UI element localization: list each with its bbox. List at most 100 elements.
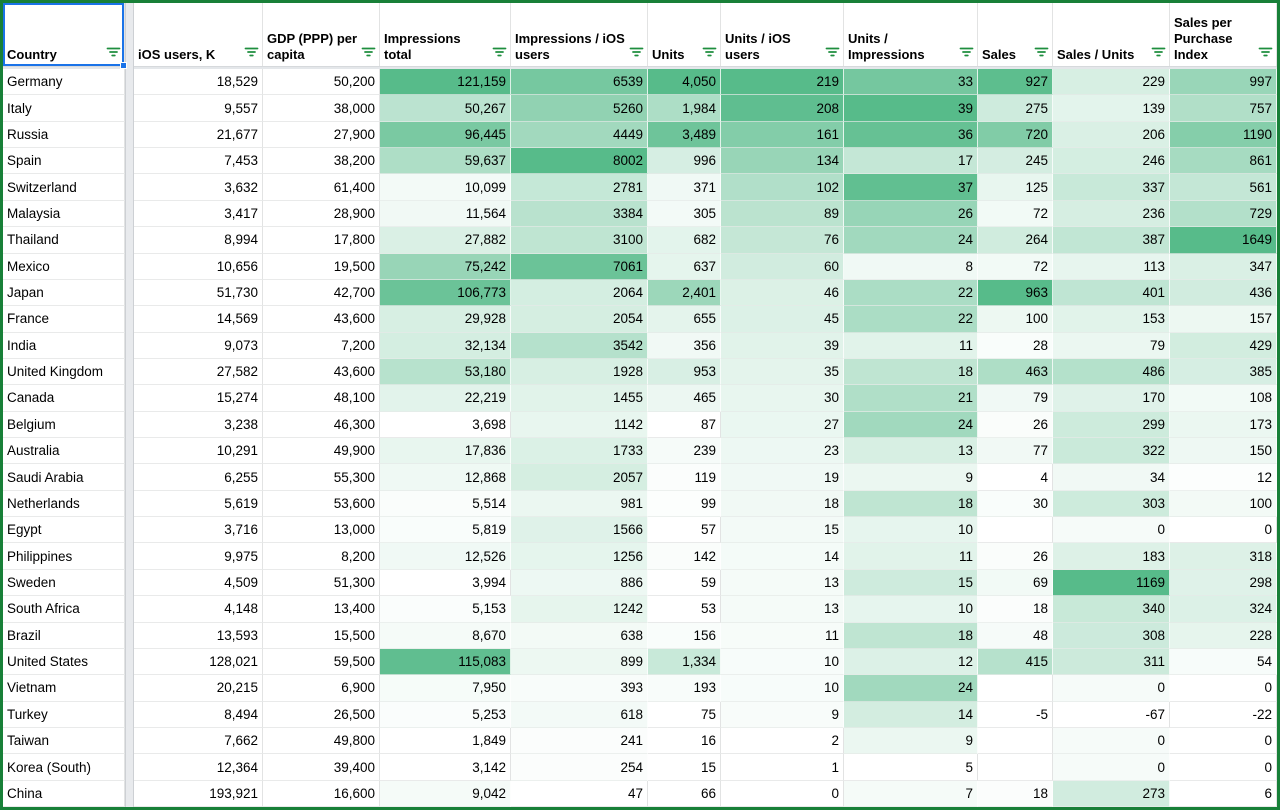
cell[interactable]: 8,494: [134, 701, 263, 728]
cell[interactable]: 10: [844, 517, 978, 544]
cell[interactable]: 57: [648, 517, 721, 544]
cell[interactable]: 3100: [511, 227, 648, 254]
cell[interactable]: 963: [978, 279, 1053, 307]
cell[interactable]: 183: [1053, 543, 1170, 570]
cell[interactable]: 0: [1170, 754, 1277, 781]
cell[interactable]: Philippines: [3, 543, 125, 570]
cell[interactable]: 72: [978, 200, 1053, 228]
cell[interactable]: 128,021: [134, 648, 263, 676]
cell[interactable]: 16,600: [263, 780, 380, 807]
cell[interactable]: 298: [1170, 569, 1277, 597]
cell[interactable]: Russia: [3, 121, 125, 149]
cell[interactable]: 927: [978, 69, 1053, 96]
column-header-sales-per-purchase-index[interactable]: Sales per Purchase Index: [1170, 3, 1277, 66]
cell[interactable]: 7061: [511, 253, 648, 280]
cell[interactable]: 720: [978, 121, 1053, 149]
cell[interactable]: 682: [648, 227, 721, 254]
cell[interactable]: 1142: [511, 411, 648, 439]
cell[interactable]: 1733: [511, 438, 648, 465]
cell[interactable]: 1256: [511, 543, 648, 570]
cell[interactable]: 193,921: [134, 780, 263, 807]
cell[interactable]: 36: [844, 121, 978, 149]
cell[interactable]: 48,100: [263, 385, 380, 412]
filter-icon[interactable]: [959, 46, 974, 62]
cell[interactable]: 42,700: [263, 279, 380, 307]
cell[interactable]: 100: [1170, 490, 1277, 518]
cell[interactable]: 5,153: [380, 596, 511, 623]
cell[interactable]: 0: [1170, 727, 1277, 755]
cell[interactable]: 61,400: [263, 174, 380, 201]
cell[interactable]: 21: [844, 385, 978, 412]
cell[interactable]: 561: [1170, 174, 1277, 201]
cell[interactable]: 72: [978, 253, 1053, 280]
cell[interactable]: 7,950: [380, 675, 511, 702]
cell[interactable]: Switzerland: [3, 174, 125, 201]
frozen-column-divider[interactable]: [125, 3, 134, 807]
cell[interactable]: 308: [1053, 622, 1170, 649]
cell[interactable]: Taiwan: [3, 727, 125, 755]
cell[interactable]: Netherlands: [3, 490, 125, 518]
cell[interactable]: 486: [1053, 358, 1170, 386]
cell[interactable]: 7,453: [134, 148, 263, 175]
cell[interactable]: 208: [721, 95, 844, 122]
cell[interactable]: 27: [721, 411, 844, 439]
cell[interactable]: 2781: [511, 174, 648, 201]
cell[interactable]: 113: [1053, 253, 1170, 280]
cell[interactable]: 9,042: [380, 780, 511, 807]
cell[interactable]: -22: [1170, 701, 1277, 728]
cell[interactable]: 156: [648, 622, 721, 649]
cell[interactable]: 8,670: [380, 622, 511, 649]
cell[interactable]: 3384: [511, 200, 648, 228]
cell[interactable]: 17,800: [263, 227, 380, 254]
cell[interactable]: 239: [648, 438, 721, 465]
cell[interactable]: 228: [1170, 622, 1277, 649]
cell[interactable]: 236: [1053, 200, 1170, 228]
cell[interactable]: [978, 675, 1053, 702]
cell[interactable]: 953: [648, 358, 721, 386]
cell[interactable]: 39: [721, 332, 844, 359]
cell[interactable]: 50,267: [380, 95, 511, 122]
cell[interactable]: [978, 754, 1053, 781]
cell[interactable]: 10,656: [134, 253, 263, 280]
cell[interactable]: Korea (South): [3, 754, 125, 781]
cell[interactable]: 3542: [511, 332, 648, 359]
cell[interactable]: 5,819: [380, 517, 511, 544]
cell[interactable]: 340: [1053, 596, 1170, 623]
cell[interactable]: 0: [1053, 675, 1170, 702]
cell[interactable]: 1190: [1170, 121, 1277, 149]
cell[interactable]: 115,083: [380, 648, 511, 676]
cell[interactable]: 24: [844, 675, 978, 702]
cell[interactable]: 3,716: [134, 517, 263, 544]
cell[interactable]: 59: [648, 569, 721, 597]
cell[interactable]: 11: [721, 622, 844, 649]
cell[interactable]: 337: [1053, 174, 1170, 201]
cell[interactable]: India: [3, 332, 125, 359]
cell[interactable]: 275: [978, 95, 1053, 122]
cell[interactable]: 3,142: [380, 754, 511, 781]
cell[interactable]: 30: [978, 490, 1053, 518]
cell[interactable]: 13,400: [263, 596, 380, 623]
cell[interactable]: 18: [978, 596, 1053, 623]
cell[interactable]: 1928: [511, 358, 648, 386]
cell[interactable]: 12,868: [380, 464, 511, 491]
cell[interactable]: Thailand: [3, 227, 125, 254]
cell[interactable]: 3,994: [380, 569, 511, 597]
filter-icon[interactable]: [106, 46, 121, 62]
cell[interactable]: [978, 517, 1053, 544]
cell[interactable]: 27,582: [134, 358, 263, 386]
filter-icon[interactable]: [361, 46, 376, 62]
cell[interactable]: 14: [721, 543, 844, 570]
filter-icon[interactable]: [629, 46, 644, 62]
cell[interactable]: United Kingdom: [3, 358, 125, 386]
cell[interactable]: -67: [1053, 701, 1170, 728]
cell[interactable]: 1,984: [648, 95, 721, 122]
cell[interactable]: 0: [1170, 675, 1277, 702]
column-header-ios-users-k[interactable]: iOS users, K: [134, 3, 263, 66]
cell[interactable]: 50,200: [263, 69, 380, 96]
cell[interactable]: 35: [721, 358, 844, 386]
cell[interactable]: 9,073: [134, 332, 263, 359]
cell[interactable]: 4449: [511, 121, 648, 149]
cell[interactable]: 5,514: [380, 490, 511, 518]
cell[interactable]: 87: [648, 411, 721, 439]
cell[interactable]: 1,334: [648, 648, 721, 676]
